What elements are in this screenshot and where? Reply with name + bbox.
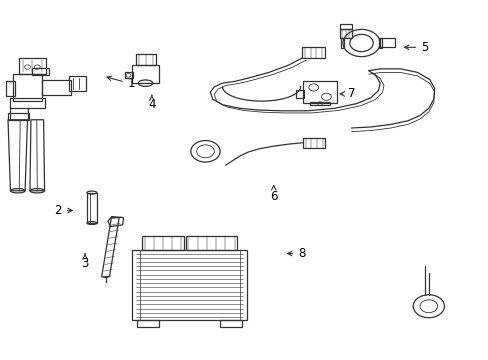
- Text: 7: 7: [340, 87, 355, 100]
- Text: 5: 5: [404, 41, 427, 54]
- Text: 8: 8: [287, 247, 305, 260]
- Text: 3: 3: [81, 254, 88, 270]
- Text: 4: 4: [148, 95, 155, 111]
- Text: 2: 2: [54, 204, 72, 217]
- Text: 6: 6: [269, 185, 277, 203]
- Bar: [132, 250, 246, 320]
- Text: 1: 1: [107, 76, 135, 90]
